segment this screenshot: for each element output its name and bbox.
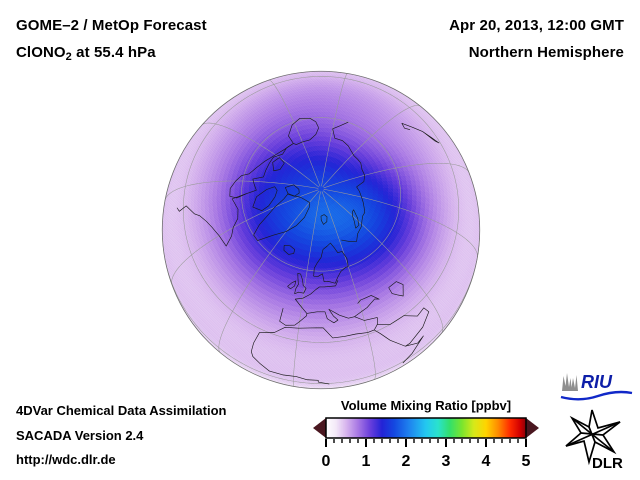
- colorbar-right-arrow-icon: [526, 418, 539, 438]
- polar-globe-map: [161, 70, 481, 390]
- footer-method: 4DVar Chemical Data Assimilation: [16, 403, 227, 418]
- colorbar-ticks: [325, 439, 527, 447]
- colorbar-scale: 0 1 2 3 4 5: [313, 417, 539, 470]
- header-region: Northern Hemisphere: [468, 44, 624, 61]
- riu-swoosh-icon: [560, 390, 633, 401]
- colorbar-tick-labels: 0 1 2 3 4 5: [322, 453, 531, 470]
- riu-flame-icon: [562, 373, 578, 391]
- footer-version: SACADA Version 2.4: [16, 428, 144, 443]
- riu-logo: RIU: [560, 372, 633, 401]
- colorbar-tick-label: 0: [322, 453, 331, 470]
- colorbar-left-arrow-icon: [313, 418, 326, 438]
- colorbar-tick-label: 5: [522, 453, 531, 470]
- footer-url[interactable]: http://wdc.dlr.de: [16, 452, 116, 467]
- species-subscript: 2: [65, 51, 72, 63]
- riu-wordmark: RIU: [581, 372, 613, 392]
- header-species-title: ClONO2 at 55.4 hPa: [16, 44, 156, 63]
- dlr-star-icon: [565, 409, 621, 466]
- dlr-logo: DLR: [565, 409, 623, 470]
- colorbar-tick-label: 1: [362, 453, 371, 470]
- colorbar-tick-label: 3: [442, 453, 451, 470]
- colorbar: Volume Mixing Ratio [ppbv] 0 1 2 3 4 5: [310, 398, 542, 476]
- colorbar-tick-label: 4: [482, 453, 491, 470]
- colorbar-title: Volume Mixing Ratio [ppbv]: [340, 398, 512, 413]
- dlr-wordmark: DLR: [592, 455, 623, 470]
- colorbar-gradient: [325, 417, 527, 439]
- colorbar-tick-label: 2: [402, 453, 411, 470]
- header-datetime: Apr 20, 2013, 12:00 GMT: [449, 17, 624, 34]
- species-level: at 55.4 hPa: [71, 44, 156, 61]
- species-name: ClONO: [16, 44, 66, 61]
- header-instrument-title: GOME–2 / MetOp Forecast: [16, 17, 207, 34]
